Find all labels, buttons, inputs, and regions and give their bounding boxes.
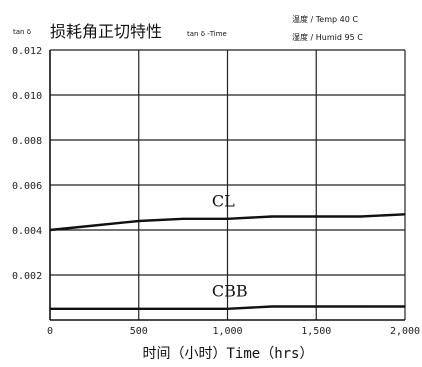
y-tick-label: 0.010 (12, 91, 42, 102)
data-point (226, 218, 229, 220)
series-label-cl: CL (212, 192, 235, 211)
x-axis-label: 时间（小时）Time（hrs） (142, 346, 313, 362)
chart-header: tan δ 损耗角正切特性 tan δ -Time 温度 / Temp 40 C… (13, 14, 363, 42)
y-tick-label: 0.012 (12, 46, 42, 57)
x-tick-label: 1,000 (212, 326, 242, 337)
data-point (138, 308, 140, 310)
y-tick-label: 0.008 (12, 136, 42, 147)
series-label-cbb: CBB (212, 282, 248, 301)
data-point (404, 305, 406, 308)
condition-humid: 湿度 / Humid 95 C (292, 32, 363, 42)
x-tick-label: 1,500 (301, 326, 331, 337)
x-tick-label: 2,000 (390, 326, 420, 337)
data-point (360, 305, 362, 308)
data-point (93, 224, 95, 227)
data-point (315, 305, 317, 308)
data-point (315, 215, 317, 218)
data-point (182, 218, 184, 220)
data-point (360, 215, 362, 218)
data-point (226, 308, 229, 310)
data-point (271, 215, 273, 218)
chart-title: 损耗角正切特性 (50, 22, 162, 41)
data-point (404, 213, 406, 215)
title-prefix: tan δ (13, 28, 31, 36)
plot-area: 0.002 0.004 0.006 0.008 0.010 0.012 0 500 1,000 1… (12, 46, 420, 337)
data-point (49, 308, 51, 310)
data-point (49, 229, 51, 231)
data-point (138, 220, 140, 222)
title-suffix: tan δ -Time (187, 30, 227, 38)
y-tick-label: 0.002 (12, 271, 42, 282)
data-point (182, 308, 184, 310)
x-tick-label: 0 (47, 326, 53, 337)
data-point (271, 305, 273, 308)
x-tick-label: 500 (130, 326, 148, 337)
data-point (93, 308, 95, 310)
condition-temp: 温度 / Temp 40 C (292, 14, 358, 24)
y-tick-label: 0.004 (12, 226, 42, 237)
y-tick-label: 0.006 (12, 181, 42, 192)
